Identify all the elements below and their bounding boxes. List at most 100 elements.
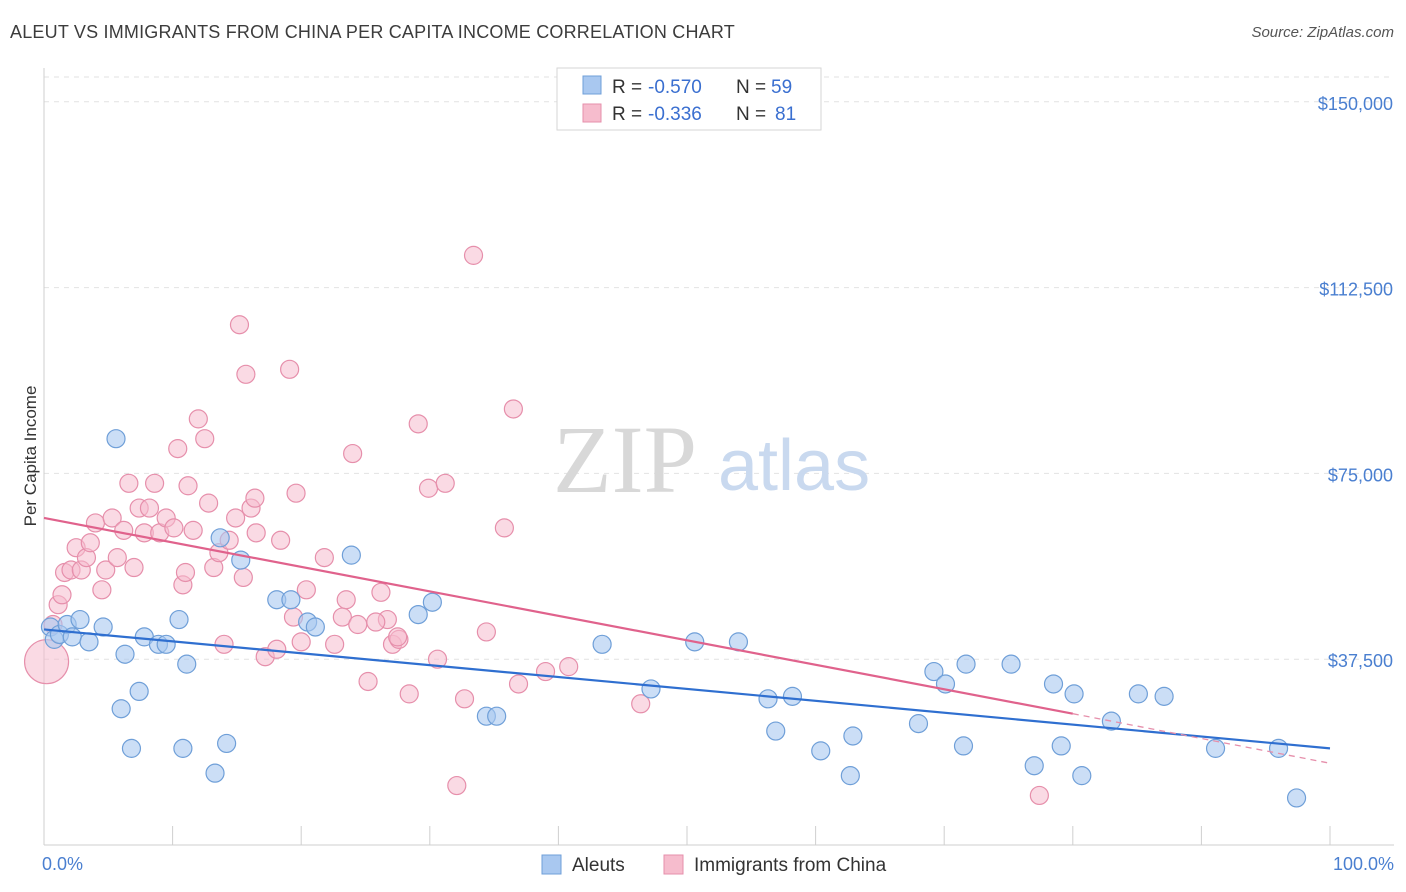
china-point-30 — [195, 429, 215, 449]
china-point-74 — [559, 657, 579, 677]
china-point-9 — [80, 533, 100, 553]
bottom-legend-label-china: Immigrants from China — [694, 855, 887, 876]
china-point-68 — [463, 245, 484, 265]
legend-n-label-aleut: N = — [736, 77, 766, 98]
china-point-44 — [271, 530, 291, 550]
aleut-point-35 — [758, 689, 778, 709]
aleut-point-45 — [956, 654, 976, 674]
trend-lines — [43, 516, 1331, 764]
aleut-point-8 — [106, 429, 126, 449]
aleut-point-16 — [169, 609, 189, 630]
source-label: Source: ZipAtlas.com — [1251, 24, 1394, 41]
china-point-50 — [314, 548, 334, 568]
china-point-16 — [119, 473, 139, 493]
china-point-21 — [144, 473, 165, 493]
china-point-78 — [246, 523, 266, 543]
aleut-points — [40, 429, 1307, 808]
china-point-71 — [503, 399, 523, 419]
y-tick-label-2: $112,500 — [1319, 280, 1393, 300]
aleut-point-28 — [408, 604, 428, 625]
aleut-point-19 — [205, 763, 225, 783]
china-point-37 — [229, 315, 250, 335]
aleut-point-40 — [843, 726, 863, 746]
aleut-point-36 — [766, 721, 786, 741]
china-point-24 — [164, 518, 184, 538]
aleut-point-27 — [341, 545, 361, 565]
china-point-31 — [199, 493, 219, 513]
aleut-point-5 — [70, 609, 90, 630]
bottom-legend-swatch-aleut — [541, 854, 562, 875]
china-point-29 — [188, 409, 208, 429]
china-trend-line — [43, 516, 1074, 715]
china-point-48 — [291, 632, 311, 652]
aleut-point-42 — [924, 661, 944, 682]
aleut-point-6 — [79, 632, 99, 652]
china-point-38 — [233, 567, 253, 588]
y-tick-label-3: $150,000 — [1318, 94, 1393, 114]
china-point-45 — [280, 359, 300, 379]
china-point-73 — [535, 661, 556, 682]
x-tick-label-0: 0.0% — [42, 854, 83, 874]
watermark-zip: ZIP — [553, 406, 697, 513]
china-point-57 — [371, 582, 391, 602]
china-point-51 — [325, 634, 345, 654]
china-point-69 — [476, 622, 496, 642]
aleut-point-50 — [1064, 684, 1084, 704]
china-point-39 — [236, 364, 256, 384]
aleut-point-24 — [281, 590, 301, 610]
china-point-75 — [631, 694, 651, 714]
legend-r-value-aleut: -0.570 — [648, 77, 702, 98]
aleut-point-57 — [1286, 788, 1307, 808]
aleut-point-52 — [1101, 711, 1121, 731]
aleut-point-55 — [1205, 738, 1226, 758]
aleut-point-17 — [173, 738, 193, 758]
aleut-point-15 — [156, 634, 176, 654]
aleut-trend-line — [43, 628, 1331, 750]
aleut-point-21 — [217, 733, 237, 754]
y-tick-label-1: $75,000 — [1328, 465, 1393, 485]
legend-n-label-china: N = — [736, 104, 766, 125]
china-point-34 — [214, 634, 234, 654]
china-point-55 — [348, 614, 368, 635]
china-point-49 — [296, 580, 316, 600]
axes — [43, 68, 1394, 846]
china-point-61 — [399, 684, 419, 704]
legend-r-value-china: -0.336 — [648, 104, 702, 125]
china-point-65 — [435, 473, 455, 493]
china-point-41 — [245, 488, 265, 508]
china-point-27 — [178, 476, 198, 496]
aleut-point-33 — [641, 679, 661, 699]
china-point-14 — [107, 548, 127, 568]
china-point-36 — [226, 508, 246, 528]
china-point-13 — [102, 508, 122, 528]
aleut-point-20 — [210, 528, 230, 548]
aleut-point-31 — [487, 706, 507, 726]
aleut-point-10 — [115, 644, 135, 664]
aleut-point-12 — [129, 681, 149, 702]
china-point-3 — [52, 585, 72, 605]
china-point-47 — [286, 483, 306, 503]
china-point-76 — [388, 627, 408, 647]
aleut-point-29 — [422, 592, 442, 612]
legend-r-label-china: R = — [612, 104, 642, 125]
watermark-atlas: atlas — [718, 426, 870, 506]
aleut-point-53 — [1128, 684, 1148, 704]
aleut-point-39 — [840, 766, 860, 786]
legend-swatch-aleut — [582, 75, 602, 95]
china-point-72 — [508, 674, 529, 694]
china-point-64 — [427, 649, 448, 669]
aleut-point-26 — [305, 617, 325, 637]
china-point-63 — [418, 478, 439, 498]
china-point-43 — [267, 639, 287, 659]
aleut-point-32 — [592, 634, 612, 654]
china-point-15 — [114, 520, 134, 540]
series-legend: Aleuts Immigrants from China — [541, 854, 887, 876]
aleut-point-49 — [1051, 736, 1071, 756]
aleut-point-44 — [953, 736, 974, 756]
aleut-point-38 — [811, 741, 831, 761]
aleut-point-11 — [121, 738, 142, 758]
china-point-17 — [124, 557, 144, 578]
china-trend-extension — [1072, 713, 1331, 764]
aleut-point-54 — [1154, 686, 1174, 706]
